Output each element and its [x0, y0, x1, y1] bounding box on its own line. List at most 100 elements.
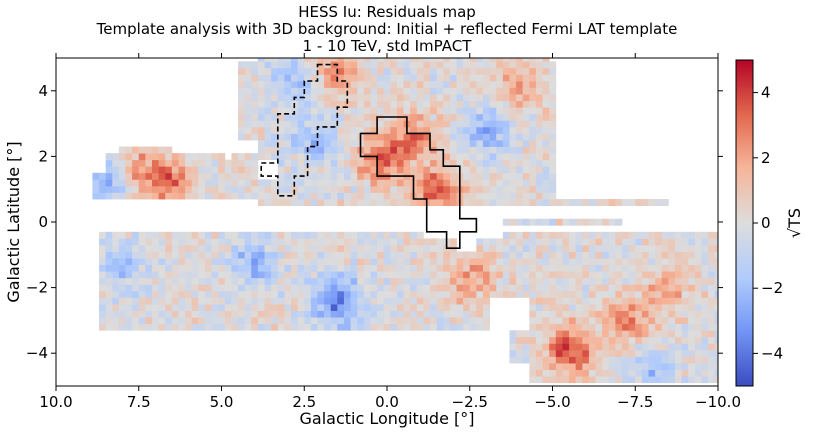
- heatmap-cell: [602, 290, 610, 298]
- heatmap-cell: [542, 120, 550, 128]
- heatmap-cell: [363, 290, 371, 298]
- heatmap-cell: [244, 290, 252, 298]
- heatmap-cell: [244, 192, 252, 200]
- heatmap-cell: [357, 277, 365, 285]
- heatmap-cell: [330, 159, 338, 167]
- heatmap-cell: [403, 264, 411, 272]
- heatmap-cell: [264, 258, 272, 266]
- heatmap-cell: [231, 297, 239, 305]
- heatmap-cell: [602, 343, 610, 351]
- heatmap-cell: [264, 67, 272, 75]
- heatmap-cell: [641, 323, 649, 331]
- heatmap-cell: [575, 323, 583, 331]
- heatmap-cell: [509, 238, 517, 246]
- heatmap-cell: [138, 159, 146, 167]
- heatmap-cell: [125, 284, 133, 292]
- heatmap-cell: [350, 107, 358, 115]
- heatmap-cell: [370, 179, 378, 187]
- heatmap-cell: [575, 349, 583, 357]
- heatmap-cell: [456, 74, 464, 82]
- heatmap-cell: [608, 376, 616, 384]
- heatmap-cell: [549, 159, 557, 167]
- heatmap-cell: [655, 251, 663, 259]
- heatmap-cell: [562, 304, 570, 311]
- heatmap-cell: [443, 192, 451, 200]
- heatmap-cell: [337, 297, 345, 305]
- heatmap-cell: [257, 94, 265, 102]
- heatmap-cell: [622, 199, 630, 206]
- y-tick-label: 0: [38, 213, 48, 231]
- heatmap-cell: [549, 258, 557, 266]
- heatmap-cell: [496, 61, 504, 69]
- heatmap-cell: [185, 277, 193, 285]
- heatmap-cell: [681, 238, 689, 246]
- heatmap-cell: [602, 238, 610, 246]
- heatmap-cell: [516, 336, 524, 344]
- heatmap-cell: [317, 58, 325, 62]
- heatmap-cell: [489, 94, 497, 102]
- heatmap-cell: [337, 304, 345, 311]
- heatmap-cell: [151, 304, 160, 311]
- heatmap-cell: [151, 264, 160, 272]
- heatmap-cell: [304, 58, 312, 62]
- heatmap-cell: [383, 271, 391, 279]
- heatmap-cell: [410, 323, 418, 331]
- heatmap-cell: [635, 323, 643, 331]
- heatmap-cell: [701, 369, 709, 377]
- heatmap-cell: [238, 317, 246, 325]
- heatmap-cell: [708, 258, 716, 266]
- heatmap-cell: [668, 264, 676, 272]
- heatmap-cell: [324, 159, 332, 167]
- heatmap-cell: [555, 244, 563, 252]
- heatmap-cell: [337, 244, 345, 252]
- heatmap-cell: [648, 323, 656, 331]
- heatmap-cell: [390, 61, 398, 69]
- heatmap-cell: [641, 349, 649, 357]
- heatmap-cell: [337, 199, 345, 206]
- heatmap-cell: [516, 80, 524, 88]
- heatmap-cell: [370, 67, 378, 75]
- heatmap-cell: [343, 231, 351, 239]
- heatmap-cell: [430, 126, 438, 134]
- heatmap-cell: [549, 140, 557, 147]
- heatmap-cell: [423, 179, 431, 187]
- heatmap-cell: [701, 264, 709, 272]
- heatmap-cell: [297, 317, 305, 325]
- heatmap-cell: [350, 271, 358, 279]
- heatmap-cell: [377, 159, 385, 167]
- heatmap-cell: [390, 185, 398, 193]
- heatmap-cell: [132, 166, 140, 174]
- heatmap-cell: [416, 258, 424, 266]
- heatmap-cell: [482, 264, 491, 272]
- heatmap-cell: [529, 258, 537, 266]
- heatmap-cell: [463, 264, 471, 272]
- heatmap-cell: [343, 166, 351, 174]
- heatmap-cell: [178, 244, 186, 252]
- heatmap-cell: [628, 297, 636, 305]
- heatmap-cell: [569, 330, 577, 338]
- heatmap-cell: [502, 67, 510, 75]
- heatmap-cell: [297, 290, 305, 298]
- heatmap-cell: [370, 264, 378, 272]
- heatmap-cell: [257, 264, 265, 272]
- heatmap-cell: [198, 166, 206, 174]
- heatmap-cell: [105, 323, 113, 331]
- heatmap-cell: [535, 284, 543, 292]
- heatmap-cell: [350, 100, 358, 108]
- heatmap-cell: [171, 264, 179, 272]
- heatmap-cell: [456, 126, 464, 134]
- heatmap-cell: [151, 258, 160, 266]
- heatmap-cell: [655, 343, 663, 351]
- heatmap-cell: [489, 251, 497, 259]
- heatmap-cell: [99, 284, 107, 292]
- heatmap-cell: [218, 251, 226, 259]
- heatmap-cell: [297, 284, 305, 292]
- heatmap-cell: [238, 244, 246, 252]
- heatmap-cell: [522, 356, 530, 364]
- heatmap-cell: [396, 238, 404, 246]
- heatmap-cell: [198, 317, 206, 325]
- heatmap-cell: [211, 192, 219, 200]
- heatmap-cell: [251, 113, 259, 121]
- heatmap-cell: [284, 290, 292, 298]
- heatmap-cell: [456, 310, 464, 318]
